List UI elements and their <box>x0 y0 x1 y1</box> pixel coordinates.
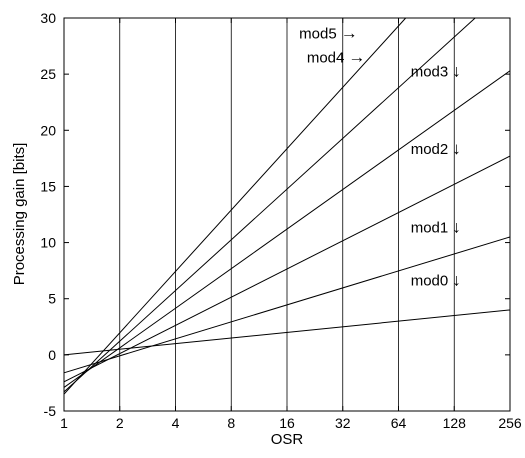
x-tick-label: 256 <box>498 415 522 431</box>
series-label-mod4: mod4 <box>307 49 345 66</box>
y-tick-label: 20 <box>40 122 56 138</box>
arrow-down-icon: ↓ <box>452 270 461 289</box>
series-line-mod3 <box>63 70 511 388</box>
y-tick-label: 15 <box>40 178 56 194</box>
tick-marks <box>63 17 511 412</box>
y-tick-label: 10 <box>40 235 56 251</box>
x-tick-label: 4 <box>172 415 180 431</box>
x-axis-label: OSR <box>271 431 304 448</box>
series-line-mod4 <box>63 17 476 393</box>
series-label-mod5: mod5 <box>299 26 337 43</box>
x-tick-label: 32 <box>335 415 351 431</box>
x-tick-labels: 1 2 4 8 16 32 64 128 256 <box>60 415 522 431</box>
arrow-down-icon: ↓ <box>452 218 461 237</box>
arrow-down-icon: ↓ <box>452 139 461 158</box>
series-lines <box>63 17 511 395</box>
y-tick-label: 25 <box>40 66 56 82</box>
x-tick-label: 8 <box>227 415 235 431</box>
y-tick-label: 0 <box>48 347 56 363</box>
series-label-mod2: mod2 <box>411 141 449 158</box>
series-line-mod1 <box>63 236 511 374</box>
arrow-right-icon: → <box>341 24 358 43</box>
series-line-mod0 <box>63 309 511 356</box>
series-line-mod5 <box>63 17 407 395</box>
series-label-mod1: mod1 <box>411 220 449 237</box>
x-tick-label: 128 <box>443 415 467 431</box>
series-line-mod2 <box>63 155 511 383</box>
y-tick-label: 30 <box>40 10 56 26</box>
x-tick-label: 2 <box>116 415 124 431</box>
y-tick-label: 5 <box>48 291 56 307</box>
y-axis-label: Processing gain [bits] <box>11 143 28 286</box>
grid <box>119 18 455 411</box>
series-label-mod0: mod0 <box>411 272 449 289</box>
x-tick-label: 64 <box>391 415 407 431</box>
y-tick-labels: -5 0 5 10 15 20 25 30 <box>40 10 56 419</box>
arrow-down-icon: ↓ <box>452 62 461 81</box>
arrow-right-icon: → <box>348 47 365 66</box>
x-tick-label: 16 <box>279 415 295 431</box>
y-tick-label: -5 <box>44 403 57 419</box>
x-tick-label: 1 <box>60 415 68 431</box>
series-label-mod3: mod3 <box>411 64 449 81</box>
series-labels: mod0 ↓mod1 ↓mod2 ↓mod3 ↓mod4 →mod5 → <box>299 24 461 290</box>
